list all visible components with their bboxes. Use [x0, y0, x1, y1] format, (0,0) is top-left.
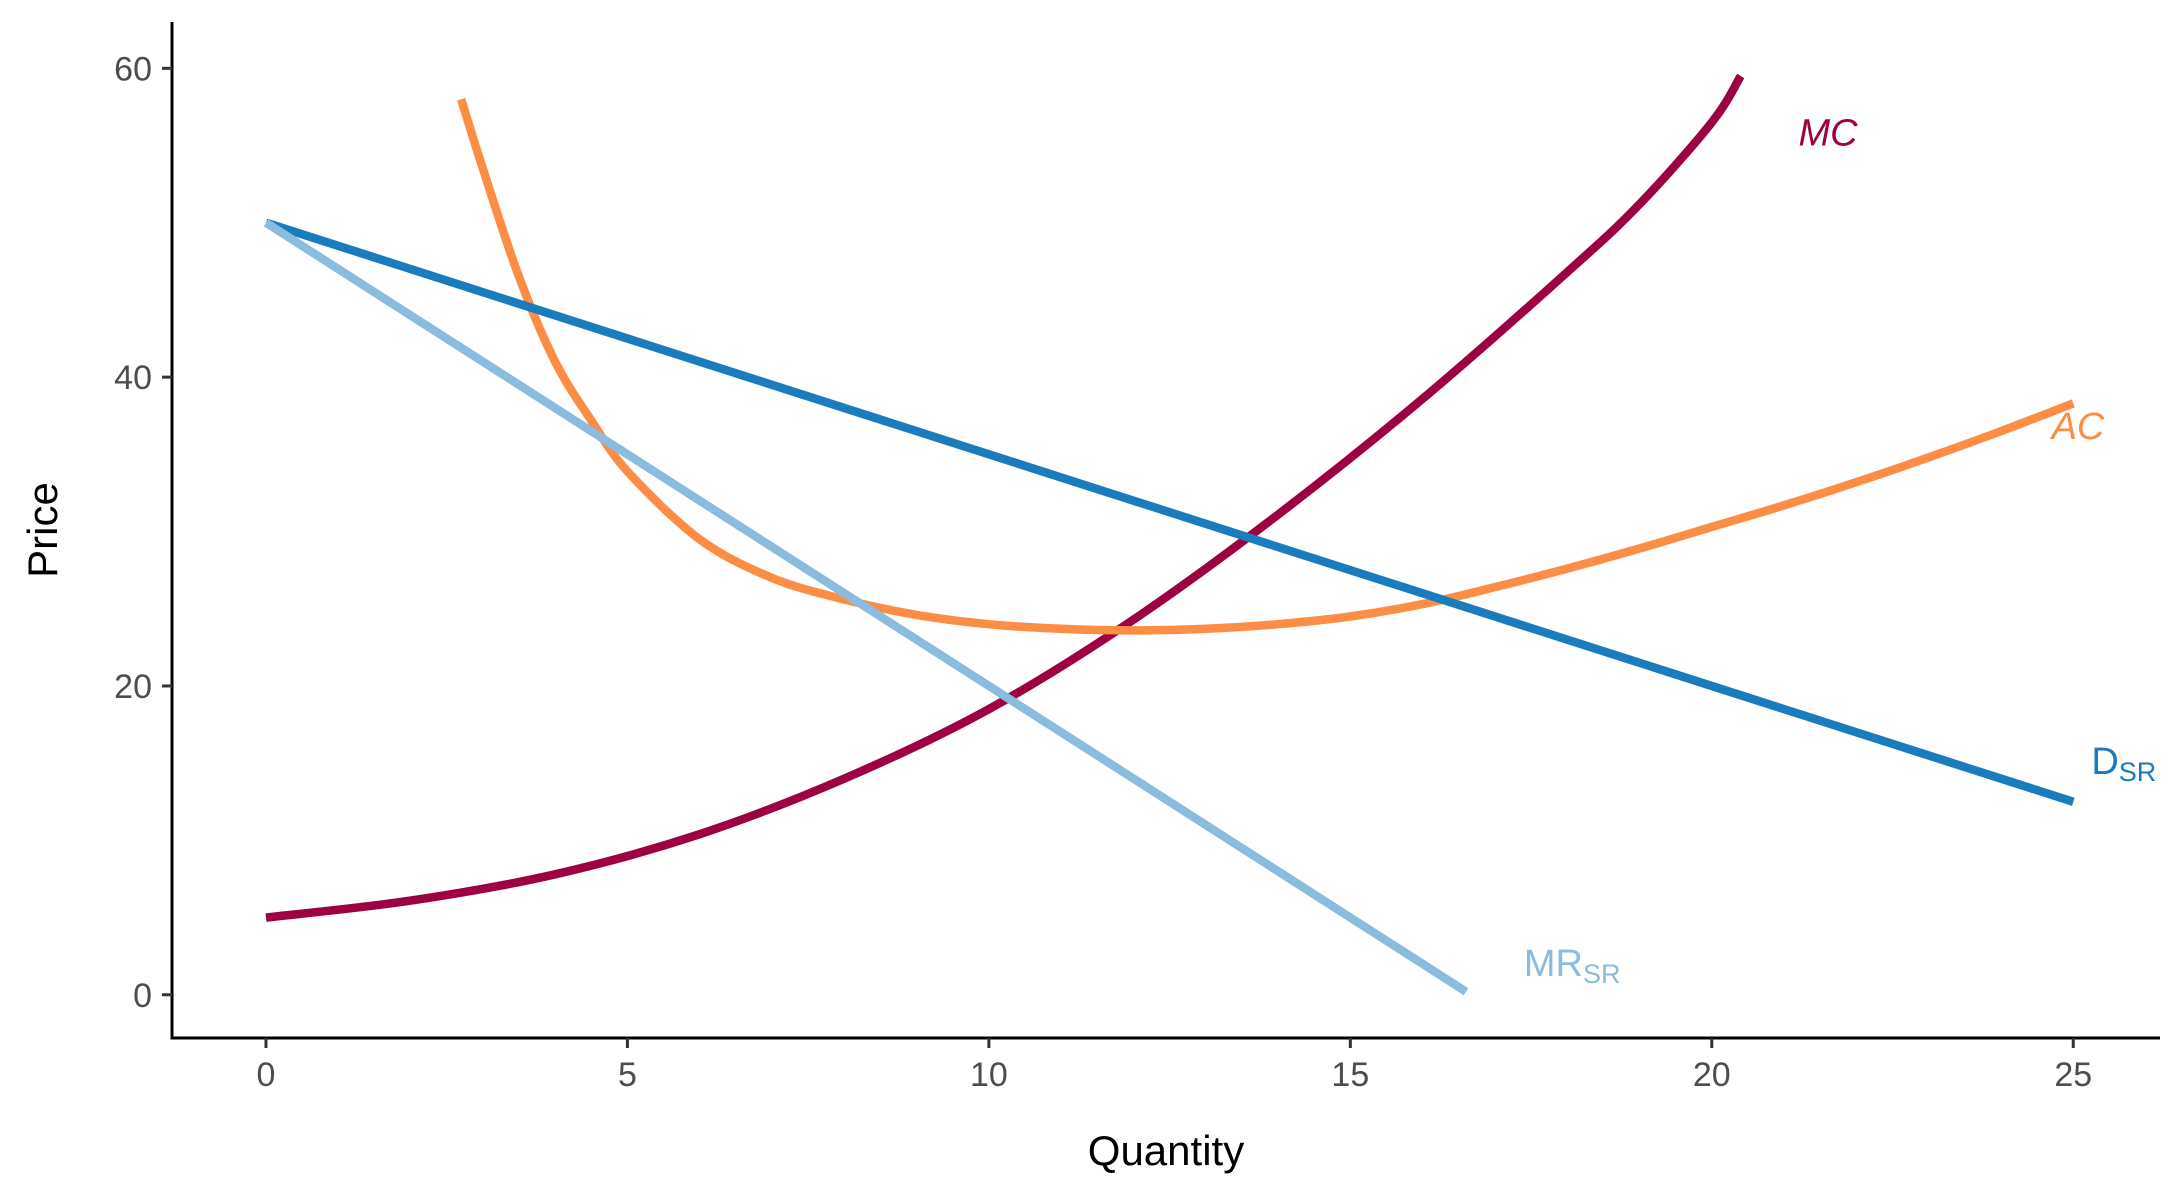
y-axis-title: Price	[19, 482, 66, 578]
x-tick-label-15: 15	[1331, 1056, 1369, 1094]
plot-curves	[263, 73, 2075, 996]
y-ticks: 0 20 40 60	[114, 50, 172, 1015]
curve-labels: MC AC DSR MRSR	[1524, 113, 2156, 990]
series-label-ac: AC	[2050, 406, 2105, 448]
y-tick-label-20: 20	[114, 668, 152, 706]
x-tick-label-10: 10	[970, 1056, 1008, 1094]
y-tick-label-0: 0	[133, 977, 152, 1015]
y-tick-label-40: 40	[114, 359, 152, 397]
series-line-mc	[265, 73, 1745, 922]
x-tick-label-25: 25	[2054, 1056, 2092, 1094]
axes: 0 5 10 15 20 25 0 20 40 60	[114, 22, 2160, 1094]
y-tick-label-60: 60	[114, 50, 152, 88]
series-label-mc: MC	[1799, 113, 1859, 155]
x-tick-label-0: 0	[257, 1056, 276, 1094]
x-tick-label-20: 20	[1693, 1056, 1731, 1094]
x-axis-title: Quantity	[1088, 1127, 1244, 1174]
series-label-mr: MRSR	[1524, 943, 1621, 989]
x-tick-label-5: 5	[618, 1056, 637, 1094]
series-label-d: DSR	[2091, 741, 2156, 787]
series-line-mr	[263, 219, 1469, 996]
x-ticks: 0 5 10 15 20 25	[257, 1038, 2092, 1094]
series-line-d	[264, 218, 2075, 806]
series-line-ac	[457, 97, 2075, 635]
